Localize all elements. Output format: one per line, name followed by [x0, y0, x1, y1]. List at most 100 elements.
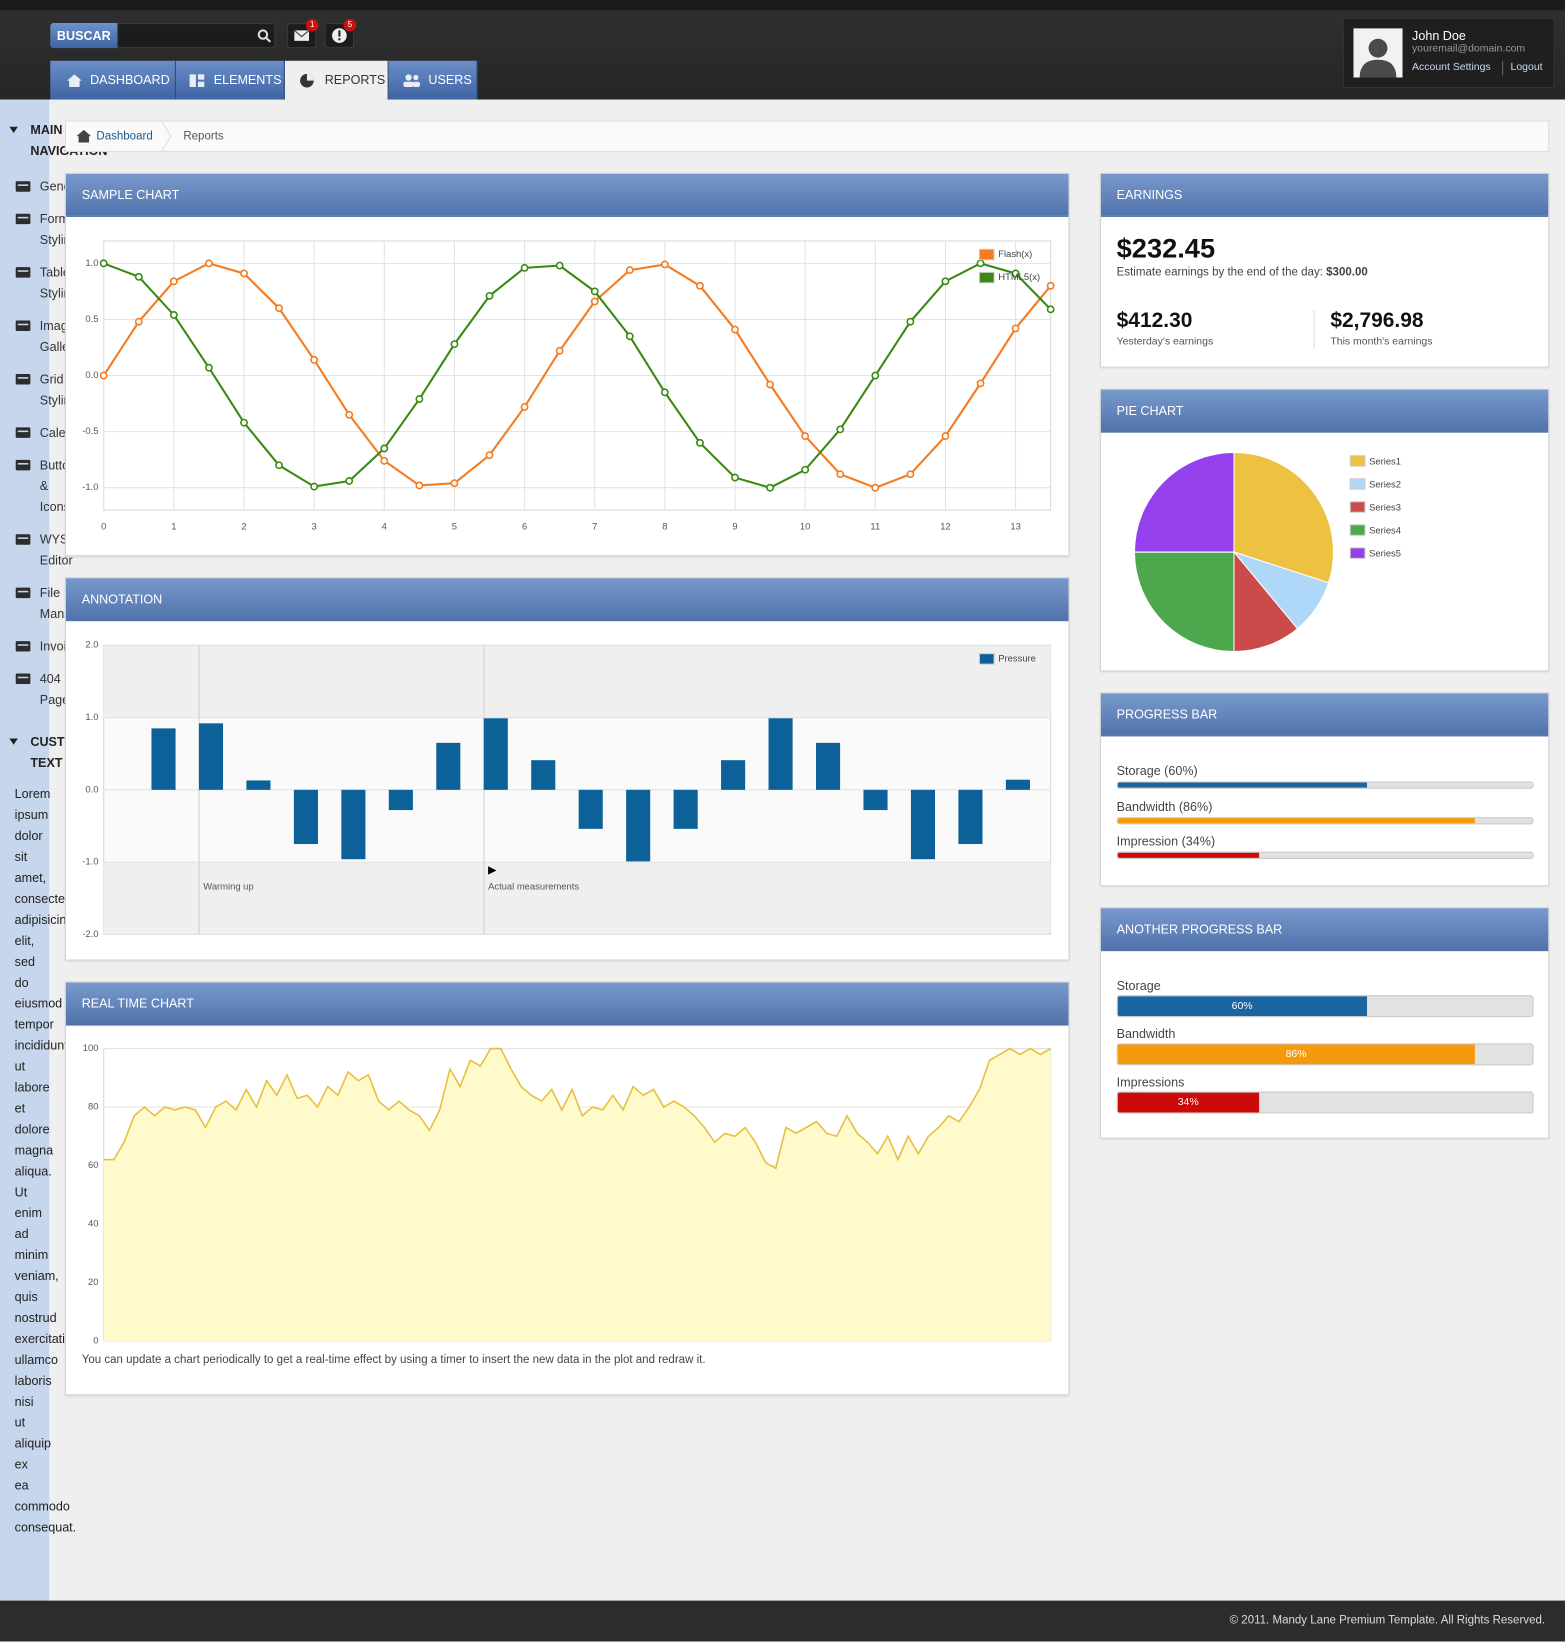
breadcrumb-link[interactable]: Dashboard: [96, 129, 153, 143]
data-point: [801, 432, 810, 441]
icon-detail: [17, 430, 29, 433]
icon-detail: [17, 590, 29, 593]
collapse-arrow: [9, 738, 18, 745]
panel-title: ANNOTATION: [65, 578, 1069, 622]
side-nav-item[interactable]: Grid Styling: [0, 369, 78, 422]
logout-link[interactable]: Logout: [1510, 61, 1543, 74]
breadcrumb-separator: [161, 120, 172, 152]
data-point: [555, 346, 564, 355]
sample-chart-panel: SAMPLE CHART -1.0 -0.5 0.0 0.5 1.0 0 1 2 3 4 5 6 7 8 9…: [64, 172, 1070, 557]
data-point: [766, 483, 775, 492]
data-point: [696, 438, 704, 447]
side-nav-label: Buttons & Icons: [39, 457, 83, 515]
earnings-today: $232.45: [1116, 232, 1216, 264]
estimate-value: $300.00: [1326, 266, 1368, 279]
nav-tab[interactable]: DASHBOARD: [50, 60, 176, 100]
data-point: [660, 260, 669, 269]
icon-detail: [17, 270, 29, 272]
icon-detail: [17, 323, 29, 326]
pie-chart: Series1 Series2 Series3 Series4 Series5: [1133, 452, 1401, 653]
nav-tab-active[interactable]: REPORTS: [284, 60, 389, 100]
side-nav-item[interactable]: File Manager: [0, 582, 89, 635]
x-tick-label: 0: [101, 520, 106, 531]
icon-detail: [17, 537, 29, 539]
search-icon: [257, 29, 272, 43]
legend-swatch: [978, 248, 995, 261]
earnings-month: $2,796.98: [1330, 309, 1424, 333]
bar: [768, 718, 793, 790]
data-point: [555, 261, 564, 270]
data-point: [99, 259, 108, 268]
data-point: [240, 269, 248, 278]
progress-track: [1116, 816, 1534, 824]
search-input[interactable]: [117, 23, 276, 49]
bar: [721, 760, 746, 790]
data-point: [1046, 305, 1055, 314]
progress-value-label: 60%: [1231, 1000, 1253, 1012]
legend-swatch: [1349, 478, 1366, 490]
data-point: [590, 297, 599, 306]
data-point: [485, 291, 494, 300]
nav-tab[interactable]: ELEMENTS: [175, 60, 285, 100]
x-tick-label: 4: [382, 520, 387, 531]
side-nav-item[interactable]: Buttons & Icons: [0, 455, 83, 529]
pie-slice: [1133, 551, 1235, 653]
legend-swatch: [978, 653, 995, 665]
icon-shape: [15, 587, 31, 599]
side-nav-item[interactable]: Calendar: [0, 422, 91, 454]
annotation-panel: ANNOTATION -2.0 -1.0 0.0 1.0 2.0 Warming up Ac…: [64, 577, 1070, 961]
side-nav-label: 404 Page: [39, 671, 70, 708]
alert-badge: 5: [343, 18, 357, 32]
search-button[interactable]: BUSCAR: [50, 23, 118, 49]
bar: [626, 789, 651, 862]
y-tick-label: 2.0: [85, 639, 98, 650]
data-point: [380, 444, 389, 453]
side-nav-item[interactable]: WYSIWYG Editor: [0, 529, 102, 582]
legend: Flash(x) HTML5(x): [978, 248, 1040, 284]
series-line: [102, 262, 1052, 489]
progress-label: Storage: [1116, 978, 1161, 994]
side-nav-item[interactable]: Image Gallery: [0, 315, 80, 368]
x-tick-label: 12: [940, 520, 950, 531]
side-nav-item[interactable]: Invoice: [0, 636, 80, 668]
side-nav-item[interactable]: Form Styling: [0, 208, 78, 261]
x-tick-label: 1: [171, 520, 176, 531]
pie-slice: [1133, 452, 1235, 553]
y-tick-label: 100: [83, 1042, 99, 1053]
icon-shape: [15, 673, 31, 685]
side-nav-item[interactable]: Tables Styling: [0, 262, 78, 315]
data-point: [906, 317, 915, 326]
breadcrumb-current: Reports: [183, 129, 224, 143]
data-point: [345, 410, 354, 419]
data-point: [731, 473, 739, 482]
home-icon: [76, 129, 92, 143]
nav-tab-label: ELEMENTS: [213, 72, 282, 87]
bar: [531, 760, 556, 790]
side-nav-label: General: [39, 179, 85, 194]
progress-track: [1116, 851, 1534, 859]
bar: [863, 789, 888, 811]
progress-panel: ANOTHER PROGRESS BAR Storage 60% Bandwidth…: [1099, 907, 1550, 1139]
y-tick-label: 1.0: [85, 711, 98, 722]
home-icon: [67, 74, 82, 87]
divider: [1313, 310, 1315, 349]
account-settings-link[interactable]: Account Settings: [1412, 61, 1491, 74]
nav-tab[interactable]: USERS: [388, 60, 478, 100]
side-nav-icon: [15, 587, 31, 599]
data-point: [941, 277, 950, 286]
legend-label: Series1: [1369, 455, 1401, 466]
sidebar-text: Lorem ipsum dolor sit amet, consectetur …: [15, 784, 80, 1538]
sidebar-nav: General Form Styling Tables Styling Image G…: [0, 176, 102, 722]
icon-shape: [15, 267, 31, 278]
legend-label: Flash(x): [998, 248, 1032, 259]
alert-icon: [332, 28, 347, 43]
icon-shape: [15, 459, 31, 471]
legend-label: HTML5(x): [998, 271, 1040, 282]
side-nav-item[interactable]: General: [0, 176, 85, 208]
side-nav-item[interactable]: 404 Page: [0, 668, 70, 721]
icon-shape: [15, 320, 31, 332]
x-tick-label: 13: [1010, 520, 1020, 531]
x-tick-label: 2: [241, 520, 246, 531]
user-email: youremail@domain.com: [1412, 42, 1526, 55]
x-tick-label: 6: [522, 520, 527, 531]
